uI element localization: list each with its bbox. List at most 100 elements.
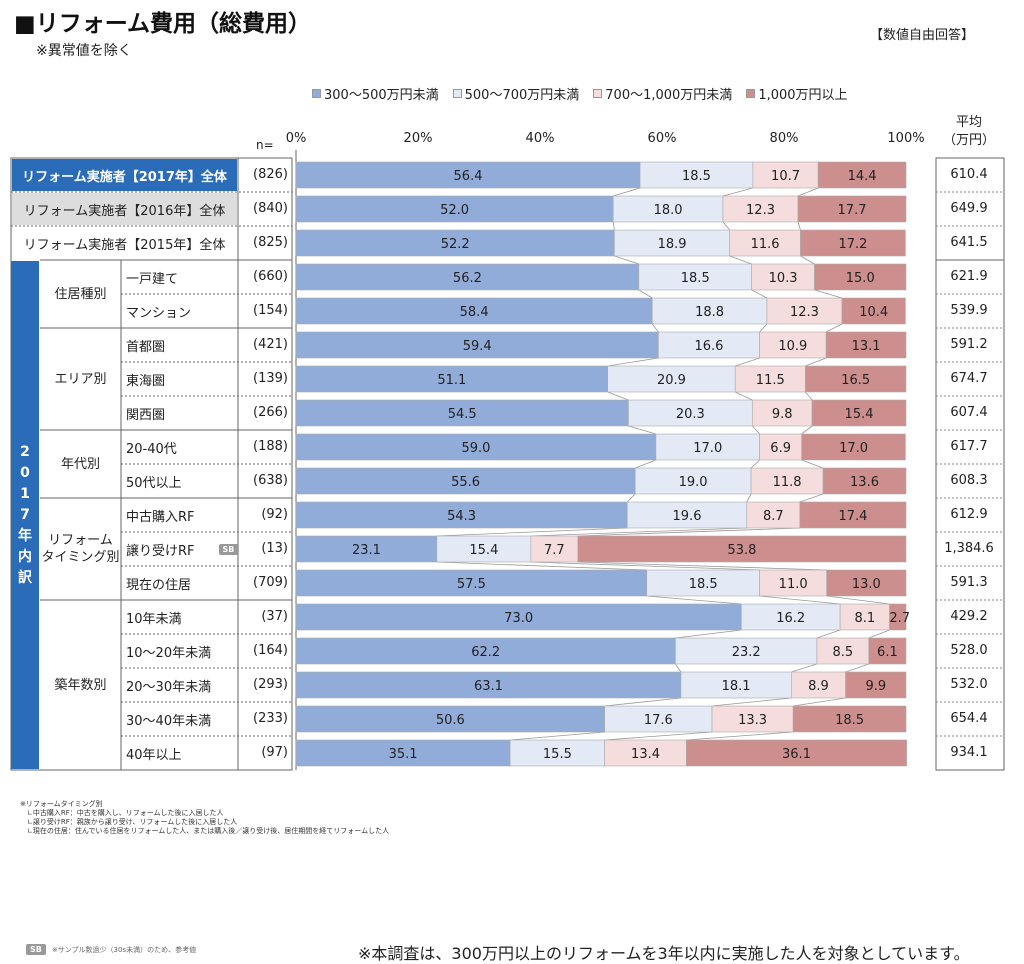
row-label: 10年未満	[126, 600, 182, 634]
bar-value-label: 15.4	[845, 407, 874, 422]
bar-segment	[638, 263, 752, 291]
bar-segment	[791, 671, 846, 699]
bar-segment	[295, 671, 682, 699]
connector-line	[628, 425, 657, 435]
side-label-char: 内	[18, 548, 32, 565]
connector-line	[604, 697, 681, 707]
average-value: 612.9	[950, 507, 988, 522]
connector-line	[759, 323, 768, 333]
bar-value-label: 11.6	[751, 237, 780, 252]
bar-segment	[295, 705, 605, 733]
connector-line	[791, 663, 818, 673]
average-value: 610.4	[950, 167, 988, 182]
row-label: 30～40年未満	[126, 702, 211, 736]
connector-line	[735, 391, 753, 401]
bar-value-label: 52.0	[440, 203, 469, 218]
side-label-char: 訳	[18, 569, 32, 586]
bar-value-label: 19.0	[679, 475, 708, 490]
connector-line	[845, 663, 869, 673]
n-header: n=	[256, 138, 274, 152]
bar-value-label: 59.0	[461, 441, 490, 456]
sample-size: (154)	[253, 303, 288, 318]
footnote-line: ∟譲り受けRF：親族から譲り受け、リフォームした後に入居した人	[20, 818, 238, 826]
bar-segment	[295, 603, 742, 631]
x-tick-label: 100%	[887, 131, 925, 146]
connector-line	[826, 595, 890, 605]
bar-segment	[612, 195, 724, 223]
connector-line	[686, 731, 794, 741]
sample-size: (660)	[253, 269, 288, 284]
bar-value-label: 9.8	[772, 407, 793, 422]
subnote: ※異常値を除く	[36, 43, 132, 59]
average-value: 934.1	[950, 745, 988, 760]
bar-segment	[797, 195, 907, 223]
bar-segment	[295, 297, 653, 325]
connector-line	[635, 459, 657, 469]
bar-segment	[839, 603, 890, 631]
row-label: 一戸建て	[126, 260, 178, 294]
sample-size: (840)	[253, 201, 288, 216]
average-value: 591.3	[950, 575, 988, 590]
page-title: ■リフォーム費用（総費用）	[14, 11, 312, 37]
sample-size: (638)	[253, 473, 288, 488]
bar-segment	[845, 671, 907, 699]
connector-line	[436, 527, 628, 537]
bar-segment	[825, 331, 907, 359]
connector-line	[801, 425, 813, 435]
connector-line	[800, 255, 815, 265]
row-label-text: リフォーム実施者【2017年】全体	[22, 169, 227, 185]
bar-segment	[686, 739, 907, 767]
group-label: 住居種別	[54, 286, 107, 302]
connector-line	[675, 629, 742, 639]
bar-segment	[295, 569, 648, 597]
connector-line	[577, 561, 827, 571]
bar-value-label: 16.6	[694, 339, 723, 354]
bar-segment	[752, 161, 819, 189]
connector-line	[805, 357, 827, 367]
footnote-line: ※リフォームタイミング別	[20, 800, 103, 808]
average-value: 654.4	[950, 711, 988, 726]
bar-segment	[868, 637, 907, 665]
row-label-text: 40年以上	[126, 747, 182, 763]
group-label: 築年数別	[54, 677, 107, 693]
bar-segment	[740, 603, 841, 631]
connector-line	[577, 527, 800, 537]
bar-value-label: 36.1	[782, 747, 811, 762]
bar-segment	[792, 705, 907, 733]
bar-value-label: 17.0	[693, 441, 722, 456]
legend-label: 500～700万円未満	[464, 88, 580, 103]
legend-item: 500～700万円未満	[452, 84, 580, 103]
connector-line	[711, 697, 792, 707]
sb-note-text: ※サンプル数過少（30s未満）のため、参考値	[51, 945, 197, 954]
bar-segment	[826, 569, 907, 597]
connector-line	[751, 425, 760, 435]
row-label: 中古購入RF	[126, 498, 195, 532]
bar-segment	[295, 399, 629, 427]
header-highlight	[12, 159, 237, 191]
bar-value-label: 55.6	[451, 475, 480, 490]
bar-value-label: 13.3	[738, 713, 767, 728]
connector-line	[729, 255, 752, 265]
connector-line	[604, 731, 713, 741]
legend-swatch	[746, 89, 756, 98]
bar-value-label: 14.4	[848, 169, 877, 184]
row2-shade	[12, 193, 237, 225]
bar-value-label: 54.3	[447, 509, 476, 524]
bar-value-label: 13.6	[850, 475, 879, 490]
row-label-text: 10～20年未満	[126, 645, 212, 661]
row-label: 譲り受けRF SB	[126, 532, 239, 566]
bar-value-label: 18.5	[681, 271, 710, 286]
bar-value-label: 13.4	[631, 747, 660, 762]
row-label: 40年以上	[126, 736, 182, 770]
bar-value-label: 52.2	[441, 237, 470, 252]
row-label-text: 譲り受けRF	[126, 543, 195, 559]
connector-line	[750, 459, 760, 469]
sample-size: (13)	[261, 541, 288, 556]
average-value: 649.9	[950, 201, 988, 216]
connector-line	[825, 323, 843, 333]
connector-line	[675, 663, 682, 673]
bar-segment	[634, 467, 752, 495]
group-label: 年代別	[60, 456, 100, 472]
connector-line	[722, 221, 731, 231]
bar-value-label: 17.7	[838, 203, 867, 218]
